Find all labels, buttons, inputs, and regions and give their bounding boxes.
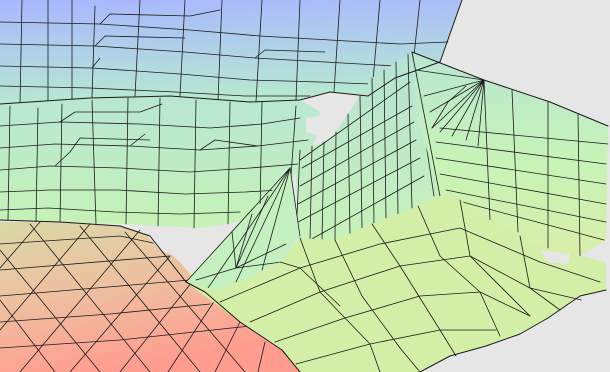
mesh-region-upper	[0, 0, 462, 105]
mesh-region-lower	[0, 221, 300, 372]
mesh-region-right	[411, 51, 609, 257]
mesh-region-middle	[0, 96, 320, 229]
mesh-gap-accents	[140, 114, 606, 312]
mesh-region-shelf	[186, 196, 606, 372]
mesh-region-fan	[185, 167, 301, 290]
